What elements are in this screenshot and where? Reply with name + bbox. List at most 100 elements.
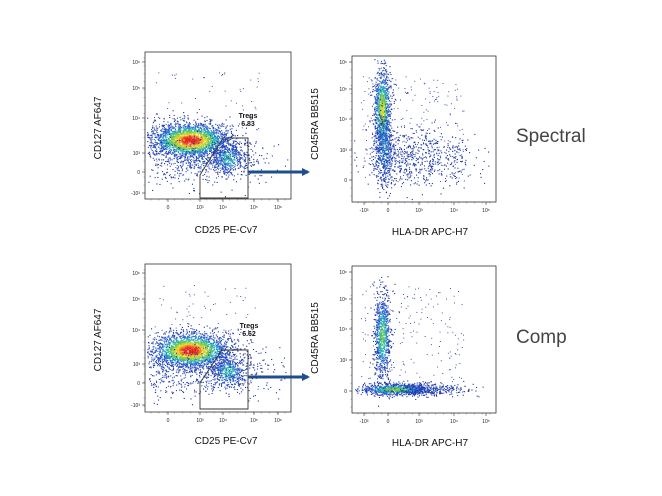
event-point xyxy=(189,151,191,153)
event-point xyxy=(230,130,232,132)
event-point xyxy=(226,140,228,142)
event-point xyxy=(386,110,388,112)
event-point xyxy=(170,124,172,126)
event-point xyxy=(209,123,211,125)
event-point xyxy=(232,148,234,150)
event-point xyxy=(193,136,195,138)
event-point xyxy=(385,69,387,71)
event-point xyxy=(384,150,386,152)
event-point xyxy=(239,158,241,160)
event-point xyxy=(192,126,194,128)
event-point xyxy=(208,132,210,134)
event-point xyxy=(214,143,216,145)
event-point xyxy=(208,144,210,146)
event-point xyxy=(189,138,191,140)
event-point xyxy=(165,177,167,179)
event-point xyxy=(214,167,216,169)
event-point xyxy=(147,135,149,137)
event-point xyxy=(224,139,226,141)
event-point xyxy=(380,118,382,120)
event-point xyxy=(380,124,382,126)
event-point xyxy=(222,160,224,162)
event-point xyxy=(386,92,388,94)
event-point xyxy=(150,141,152,143)
event-point xyxy=(382,109,384,111)
event-point xyxy=(225,159,227,161)
event-point xyxy=(186,137,188,139)
event-point xyxy=(212,142,214,144)
event-point xyxy=(193,128,195,130)
event-point xyxy=(193,134,195,136)
event-point xyxy=(382,141,384,143)
event-point xyxy=(190,153,192,155)
event-point xyxy=(227,156,229,158)
event-point xyxy=(182,162,184,164)
event-point xyxy=(168,128,170,130)
event-point xyxy=(185,150,187,152)
event-point xyxy=(385,124,387,126)
event-point xyxy=(189,166,191,168)
event-point xyxy=(233,145,235,147)
event-point xyxy=(379,139,381,141)
event-point xyxy=(178,126,180,128)
event-point xyxy=(210,141,212,143)
event-point xyxy=(241,157,243,159)
event-point xyxy=(239,88,241,90)
event-point xyxy=(378,141,380,143)
event-point xyxy=(383,122,385,124)
event-point xyxy=(187,141,189,143)
event-point xyxy=(222,132,224,134)
event-point xyxy=(383,97,385,99)
event-point xyxy=(377,124,379,126)
event-point xyxy=(165,156,167,158)
event-point xyxy=(180,128,182,130)
event-point xyxy=(165,151,167,153)
event-point xyxy=(373,114,375,116)
event-point xyxy=(375,110,377,112)
event-point xyxy=(372,86,374,88)
event-point xyxy=(212,164,214,166)
event-point xyxy=(175,143,177,145)
event-point xyxy=(375,96,377,98)
event-point xyxy=(243,156,245,158)
event-point xyxy=(377,104,379,106)
event-point xyxy=(218,161,220,163)
event-point xyxy=(180,145,182,147)
event-point xyxy=(171,136,173,138)
event-point xyxy=(187,164,189,166)
event-point xyxy=(195,138,197,140)
event-point xyxy=(190,134,192,136)
event-point xyxy=(211,137,213,139)
event-point xyxy=(375,117,377,119)
event-point xyxy=(203,148,205,150)
event-point xyxy=(171,159,173,161)
event-point xyxy=(376,96,378,98)
event-point xyxy=(385,108,387,110)
event-point xyxy=(167,129,169,131)
event-point xyxy=(225,145,227,147)
event-point xyxy=(151,149,153,151)
event-point xyxy=(224,161,226,163)
event-point xyxy=(381,107,383,109)
event-point xyxy=(210,120,212,122)
event-point xyxy=(197,148,199,150)
event-point xyxy=(378,74,380,76)
event-point xyxy=(221,157,223,159)
event-point xyxy=(192,156,194,158)
event-point xyxy=(234,165,236,167)
event-point xyxy=(244,161,246,163)
event-point xyxy=(198,167,200,169)
event-point xyxy=(384,116,386,118)
event-point xyxy=(149,142,151,144)
event-point xyxy=(206,128,208,130)
event-point xyxy=(382,126,384,128)
event-point xyxy=(175,129,177,131)
event-point xyxy=(162,133,164,135)
event-point xyxy=(171,141,173,143)
event-point xyxy=(383,131,385,133)
event-point xyxy=(385,113,387,115)
event-point xyxy=(151,144,153,146)
event-point xyxy=(163,138,165,140)
event-point xyxy=(378,123,380,125)
event-point xyxy=(216,137,218,139)
